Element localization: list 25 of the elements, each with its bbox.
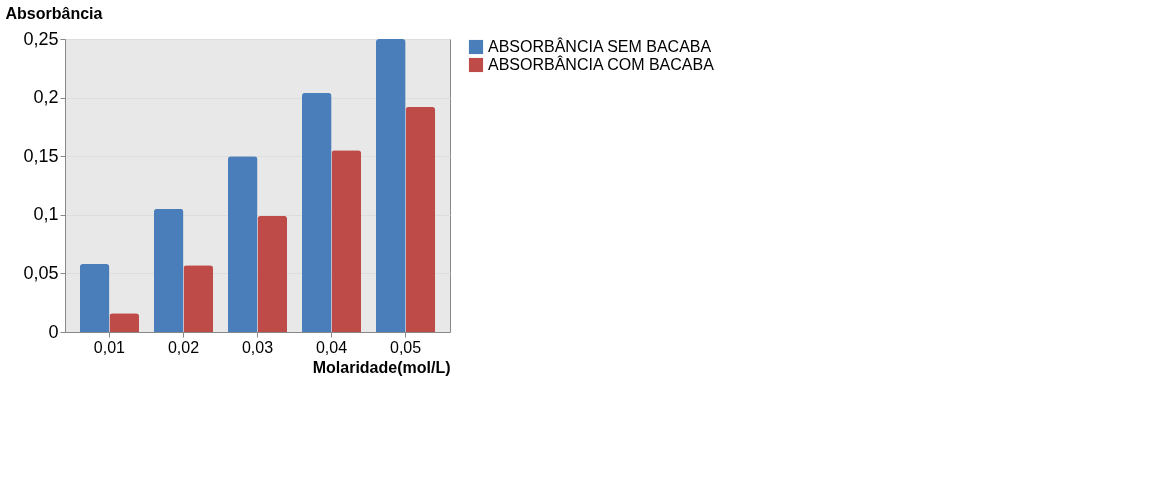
- y-axis-title: Absorbância: [5, 4, 103, 22]
- bar: [183, 265, 214, 332]
- x-tick-label: 0,01: [93, 338, 126, 356]
- bar: [405, 106, 436, 332]
- bar: [109, 313, 140, 332]
- legend-label: ABSORBÂNCIA SEM BACABA: [488, 37, 712, 55]
- bar: [79, 264, 110, 332]
- bar: [257, 215, 288, 332]
- y-tick-label: 0,1: [33, 204, 59, 225]
- x-tick-label: 0,04: [315, 338, 348, 356]
- bar: [331, 150, 362, 332]
- y-tick-label: 0: [48, 321, 59, 342]
- x-axis-title: Molaridade(mol/L): [312, 358, 451, 376]
- bar: [227, 156, 258, 332]
- y-tick-label: 0,05: [23, 262, 59, 283]
- bar: [153, 208, 184, 332]
- y-tick-label: 0,2: [33, 87, 59, 108]
- y-tick-label: 0,25: [23, 28, 59, 49]
- x-tick-label: 0,02: [167, 338, 200, 356]
- x-tick-label: 0,03: [241, 338, 274, 356]
- bar: [301, 92, 332, 332]
- bar: [375, 39, 406, 332]
- y-tick-label: 0,15: [23, 145, 59, 166]
- x-tick-label: 0,05: [390, 338, 422, 356]
- legend-label: ABSORBÂNCIA COM BACABA: [488, 55, 715, 73]
